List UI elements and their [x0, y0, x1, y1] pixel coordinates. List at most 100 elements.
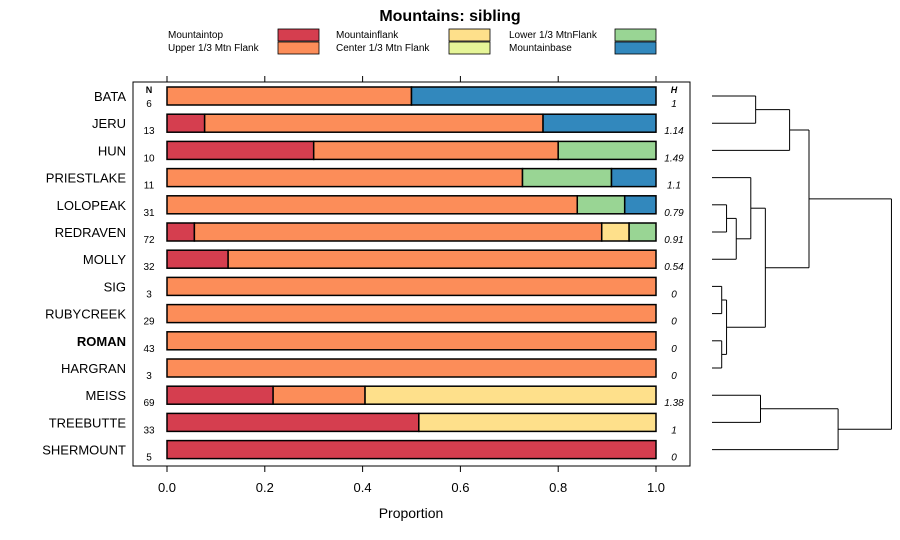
bar-segment [166, 140, 315, 161]
h-value: 1 [671, 99, 677, 110]
h-value: 0.91 [664, 235, 683, 246]
bar-segment [521, 167, 613, 188]
bar-segment [410, 86, 657, 106]
h-value: 0 [671, 371, 677, 382]
h-value: 0 [671, 344, 677, 355]
category-label: BATA [94, 89, 126, 104]
legend-swatch [277, 41, 320, 55]
n-value: 69 [143, 398, 155, 409]
plot-panel [132, 81, 691, 467]
h-value: 0 [671, 317, 677, 328]
x-tick-label: 0.8 [549, 480, 567, 495]
legend-label: Mountaintop [168, 30, 223, 41]
bar-segment [272, 385, 366, 405]
bar-segment [623, 195, 657, 215]
category-label: MEISS [86, 388, 127, 403]
chart-title: Mountains: sibling [379, 8, 520, 25]
category-label: SIG [104, 279, 126, 294]
x-tick-label: 1.0 [647, 480, 665, 495]
bar-segment [364, 385, 657, 405]
h-value: 1.38 [664, 398, 684, 409]
legend-swatch [448, 41, 491, 55]
category-label: MOLLY [83, 252, 126, 267]
h-value: 1.1 [667, 181, 681, 192]
bar-segment [610, 167, 657, 188]
h-value: 1.14 [664, 126, 684, 137]
bar-segment [166, 86, 413, 106]
category-label: TREEBUTTE [49, 415, 127, 430]
bar-segment [166, 331, 657, 351]
bar-segment [542, 113, 657, 133]
bar-segment [166, 385, 274, 405]
category-label: PRIESTLAKE [46, 171, 127, 186]
n-header: N [146, 85, 153, 95]
category-label: JERU [92, 116, 126, 131]
bar-segment [193, 222, 603, 242]
h-value: 0.54 [664, 262, 684, 273]
legend-swatch [448, 28, 491, 42]
panel-frame [132, 81, 691, 467]
category-label: REDRAVEN [55, 225, 126, 240]
n-value: 32 [143, 262, 155, 273]
x-tick-label: 0.0 [158, 480, 176, 495]
h-value: 0 [671, 289, 677, 300]
bar-segment [418, 412, 657, 433]
bar-segment [166, 222, 196, 242]
legend: Mountaintop Upper 1/3 Mtn Flank Mountainfl… [168, 28, 657, 55]
bar-segment [166, 249, 229, 269]
n-value: 33 [143, 425, 155, 436]
bar-segment [166, 113, 206, 133]
legend-swatch [614, 41, 657, 55]
n-value: 72 [143, 235, 155, 246]
bar-segment [628, 222, 657, 242]
h-header: H [671, 85, 678, 95]
legend-label: Mountainbase [509, 43, 572, 54]
bar-segment [166, 303, 657, 324]
bar-segment [166, 358, 657, 378]
legend-label: Mountainflank [336, 30, 399, 41]
n-value: 43 [143, 344, 155, 355]
bar-segment [166, 167, 524, 188]
legend-label: Center 1/3 Mtn Flank [336, 43, 430, 54]
n-value: 13 [143, 126, 155, 137]
bar-segment [166, 439, 657, 460]
h-value: 0 [671, 453, 677, 464]
h-value: 1 [671, 425, 677, 436]
bar-segment [576, 195, 626, 215]
n-value: 31 [143, 208, 155, 219]
category-label: SHERMOUNT [42, 443, 126, 458]
legend-label: Upper 1/3 Mtn Flank [168, 43, 260, 54]
n-value: 10 [143, 153, 155, 164]
bar-segment [166, 412, 420, 433]
bar-segment [166, 276, 657, 297]
x-tick-label: 0.4 [354, 480, 372, 495]
category-label: LOLOPEAK [57, 198, 127, 213]
category-label: ROMAN [77, 334, 126, 349]
bar-segment [600, 222, 630, 242]
n-value: 11 [144, 181, 155, 192]
legend-swatch [614, 28, 657, 42]
x-tick-label: 0.2 [256, 480, 274, 495]
n-value: 3 [146, 289, 152, 300]
bar-segment [312, 140, 559, 161]
n-value: 3 [146, 371, 152, 382]
bar-segment [557, 140, 657, 161]
dendrogram [712, 95, 892, 451]
h-value: 1.49 [664, 153, 684, 164]
x-axis-label: Proportion [379, 505, 444, 521]
n-value: 29 [143, 317, 155, 328]
x-tick-label: 0.6 [451, 480, 469, 495]
n-value: 6 [146, 99, 152, 110]
h-value: 0.79 [664, 208, 684, 219]
bar-segment [166, 195, 579, 215]
bar-segment [227, 249, 657, 269]
legend-swatch [277, 28, 320, 42]
category-label: RUBYCREEK [45, 307, 126, 322]
n-value: 5 [146, 453, 152, 464]
legend-label: Lower 1/3 MtnFlank [509, 30, 598, 41]
category-label: HARGRAN [61, 361, 126, 376]
bar-segment [203, 113, 544, 133]
